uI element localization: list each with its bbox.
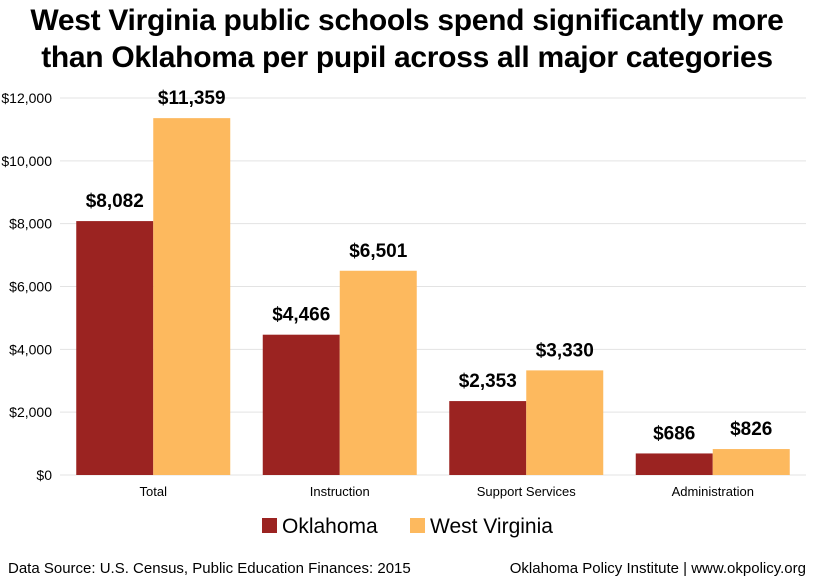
data-label: $826 [730,419,772,440]
x-tick-label: Administration [672,484,754,499]
credit-note: Oklahoma Policy Institute | www.okpolicy… [509,560,806,577]
y-tick-label: $12,000 [1,90,52,106]
data-label: $686 [653,423,695,444]
bar-oklahoma-instruction [262,334,340,475]
data-label: $11,359 [158,88,226,109]
legend: Oklahoma West Virginia [262,515,553,538]
chart-title: West Virginia public schools spend signi… [0,2,814,76]
legend-label: West Virginia [430,515,553,538]
bar-oklahoma-total [76,221,154,475]
bar-west-virginia-total [153,118,231,475]
legend-label: Oklahoma [282,515,378,538]
y-tick-label: $6,000 [9,279,52,295]
x-axis-tick-labels: Total Instruction Support Services Administ… [140,484,754,499]
bar-west-virginia-support-services [526,370,604,475]
y-axis-tick-labels: $0 $2,000 $4,000 $6,000 $8,000 $10,000 $12,000 [1,90,52,483]
bar-oklahoma-support-services [449,401,527,475]
data-label: $3,330 [536,340,594,361]
y-tick-label: $8,000 [9,216,52,232]
bar-oklahoma-administration [635,453,713,475]
legend-swatch-oklahoma [262,518,277,533]
legend-swatch-west-virginia [410,518,425,533]
data-labels: $8,082 $11,359 $4,466 $6,501 $2,353 $3,330 $68… [86,88,773,444]
chart-title-line-1: West Virginia public schools spend signi… [30,4,784,37]
bar-west-virginia-administration [712,449,790,475]
bar-west-virginia-instruction [339,270,417,475]
bars [76,118,790,475]
data-label: $6,501 [349,241,408,262]
data-label: $2,353 [459,371,517,392]
x-tick-label: Support Services [477,484,576,499]
data-source-note: Data Source: U.S. Census, Public Educati… [8,560,411,577]
y-tick-label: $4,000 [9,341,52,357]
y-tick-label: $10,000 [1,153,52,169]
y-tick-label: $2,000 [9,404,52,420]
x-tick-label: Instruction [310,484,370,499]
y-tick-label: $0 [36,467,52,483]
chart-title-line-2: than Oklahoma per pupil across all major… [41,41,773,74]
data-label: $8,082 [86,191,144,212]
data-label: $4,466 [272,305,330,326]
x-tick-label: Total [140,484,168,499]
